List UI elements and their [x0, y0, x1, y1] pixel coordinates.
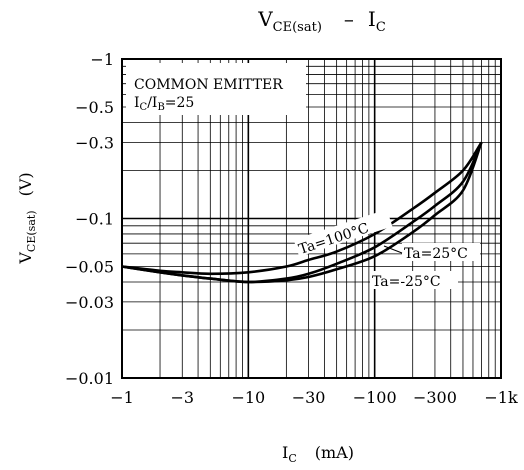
y-tick-label: −1 [90, 50, 114, 69]
y-tick-label: −0.03 [65, 293, 114, 312]
series-label-minus25: Ta=-25°C [372, 274, 441, 290]
annotation-box [126, 63, 306, 115]
y-label-sub: CE(sat) [25, 210, 38, 252]
y-label-unit: (V) [16, 172, 35, 196]
x-tick-label: −100 [353, 388, 397, 407]
series-label-25: Ta=25°C [404, 246, 468, 262]
annotation-ratio: =25 [165, 95, 195, 111]
title-main2: I [368, 7, 376, 31]
title-main: V [257, 7, 273, 31]
tick-labels: −1 −3 −10 −30 −100 −300 −1k −1 −0.5 −0.3 −0.1 −0.05… [65, 50, 518, 407]
y-tick-label: −0.01 [65, 369, 114, 388]
y-tick-label: −0.05 [65, 258, 114, 277]
x-axis-label: IC (mA) [282, 443, 354, 465]
x-label-main: I [282, 443, 288, 462]
y-tick-label: −0.3 [75, 133, 114, 152]
y-tick-label: −0.5 [75, 98, 114, 117]
y-tick-label: −0.1 [75, 210, 114, 229]
plot-frame [121, 58, 502, 379]
annotation-line2: IC/IB=25 [134, 95, 194, 113]
title-sub: CE(sat) [273, 20, 322, 35]
series-line-minus25c [121, 141, 483, 284]
x-label-unit: (mA) [315, 443, 354, 462]
y-label-main: V [16, 252, 35, 265]
grid [122, 59, 501, 378]
y-axis-label: VCE(sat) (V) [16, 172, 38, 264]
label-bg-100 [293, 209, 393, 257]
x-tick-label: −300 [413, 388, 457, 407]
x-label-sub: C [288, 452, 296, 465]
x-tick-label: −30 [292, 388, 326, 407]
title-sub2: C [376, 20, 386, 35]
annotation-ic: I [134, 95, 140, 111]
x-tick-label: −1 [110, 388, 134, 407]
label-bg-25 [402, 243, 480, 261]
leader-25 [383, 245, 403, 254]
x-tick-label: −10 [231, 388, 265, 407]
annotation-line1: COMMON EMITTER [134, 77, 283, 93]
x-tick-label: −1k [484, 388, 518, 407]
chart-title: VCE(sat) – IC [257, 7, 386, 35]
label-bg-minus25 [370, 271, 458, 289]
annotation-ib-sub: B [157, 102, 164, 113]
x-tick-label: −3 [170, 388, 194, 407]
title-separator: – [344, 7, 354, 31]
annotation-ic-sub: C [140, 102, 148, 113]
series-line-100c [121, 141, 483, 276]
series-lines [121, 141, 483, 284]
annotation-slash-ib: /I [147, 95, 157, 111]
